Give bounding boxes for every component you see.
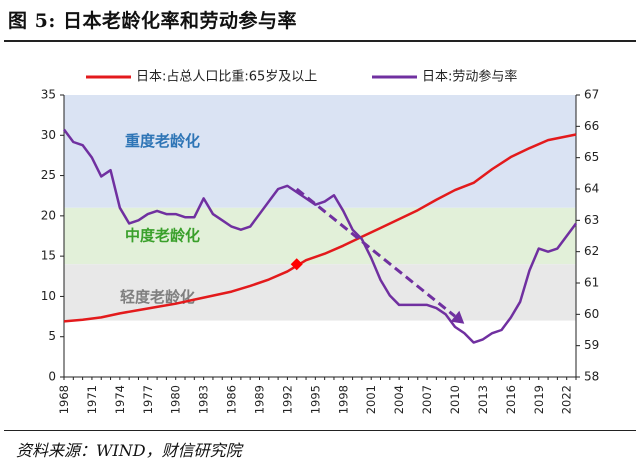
x-tick-label: 1971 [85,385,99,414]
x-tick-label: 1983 [197,385,211,414]
x-tick-label: 1968 [57,385,71,414]
x-tick-label: 2019 [532,385,546,414]
right-tick-label: 58 [584,370,599,384]
legend-label-participation: 日本:劳动参与率 [422,69,517,85]
annotation-layer [290,187,465,324]
series-aging-rate-line [63,133,577,323]
right-tick-label: 64 [584,182,599,196]
legend-label-aging: 日本:占总人口比重:65岁及以上 [136,69,317,85]
x-tick-label: 1995 [308,385,322,414]
source-note: 资料来源：WIND，财信研究院 [16,441,242,460]
band-label-1: 重度老龄化 [125,132,200,150]
band-label-3: 轻度老龄化 [120,288,195,306]
x-tick-label: 1992 [280,385,294,414]
x-tick-label: 2007 [420,385,434,414]
right-tick-label: 63 [584,213,599,227]
right-tick-label: 65 [584,150,599,164]
right-tick-label: 59 [584,338,599,352]
legend: 日本:占总人口比重:65岁及以上 日本:劳动参与率 [86,69,517,85]
band-3 [64,264,576,321]
left-tick-label: 5 [48,329,56,343]
series-participation-rate-line [62,128,578,344]
left-tick-label: 20 [41,208,56,222]
right-tick-label: 62 [584,244,599,258]
band-1 [64,95,576,208]
x-tick-label: 2001 [364,385,378,414]
right-tick-label: 61 [584,276,599,290]
x-tick-label: 2016 [504,385,518,414]
left-tick-label: 15 [41,249,56,263]
x-tick-label: 2004 [392,385,406,414]
x-tick-label: 1977 [141,385,155,414]
right-tick-label: 60 [584,307,599,321]
right-tick-label: 66 [584,119,599,133]
series-layer [62,128,578,344]
trend-arrow-line [295,187,456,318]
x-tick-label: 1989 [252,385,266,414]
x-tick-label: 2013 [476,385,490,414]
title-divider [4,40,636,42]
x-tick-label: 1974 [113,385,127,414]
left-tick-label: 0 [48,370,56,384]
axis-layer: 0 5 10 15 20 25 30 35 58 59 60 61 62 63 64 65 66 67 1968 19… [41,88,600,415]
x-tick-label: 1986 [225,385,239,414]
x-tick-label: 1980 [169,385,183,414]
x-tick-label: 2022 [560,385,574,414]
left-tick-label: 10 [41,289,56,303]
x-tick-label: 2010 [448,385,462,414]
right-tick-label: 67 [584,88,599,102]
band-label-2: 中度老龄化 [125,227,200,245]
left-tick-label: 30 [41,128,56,142]
left-tick-label: 25 [41,168,56,182]
figure-title: 图 5: 日本老龄化率和劳动参与率 [8,10,297,32]
trend-arrow-head [450,310,465,324]
x-tick-label: 1998 [336,385,350,414]
left-tick-label: 35 [41,88,56,102]
source-divider [4,430,636,431]
diamond-marker [290,258,303,271]
